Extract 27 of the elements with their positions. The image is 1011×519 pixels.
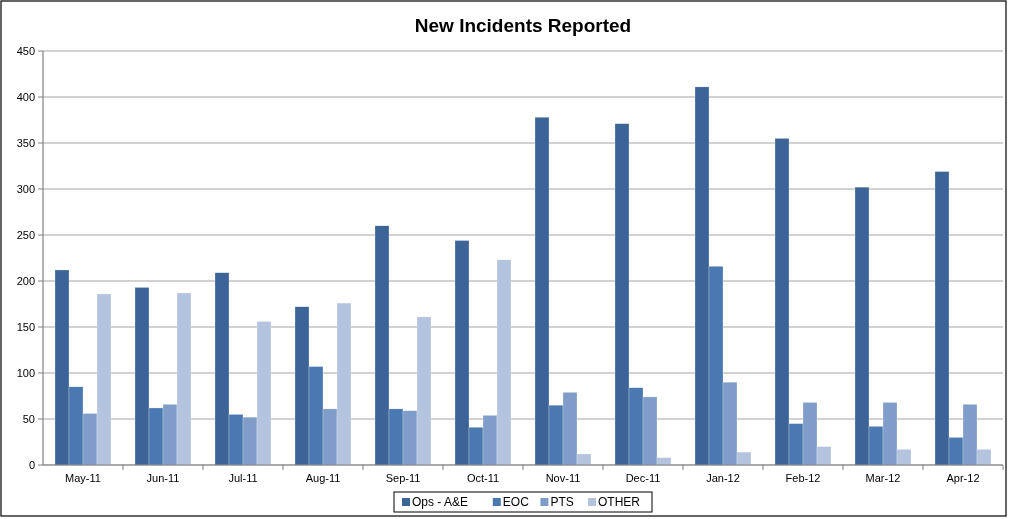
y-tick-label: 450: [16, 44, 35, 57]
x-tick-label: Oct-11: [466, 472, 500, 484]
legend-label: Ops - A&E: [412, 495, 469, 509]
x-tick-label: Apr-12: [946, 472, 980, 484]
y-tick-label: 400: [16, 90, 35, 103]
y-tick-label: 50: [22, 412, 35, 425]
x-tick-label: Jul-11: [228, 472, 258, 484]
x-tick-label: Sep-11: [385, 472, 421, 484]
y-tick-label: 250: [16, 228, 35, 241]
y-tick-label: 200: [16, 274, 35, 287]
y-tick-label: 0: [28, 458, 35, 471]
x-tick-label: Dec-11: [625, 472, 661, 484]
x-tick-label: Jan-12: [706, 472, 740, 484]
x-tick-label: Nov-11: [545, 472, 581, 484]
x-tick-label: Mar-12: [865, 472, 901, 484]
y-tick-label: 350: [16, 136, 35, 149]
legend-label: OTHER: [598, 495, 641, 509]
y-tick-label: 300: [16, 182, 35, 195]
y-tick-label: 150: [16, 320, 35, 333]
x-tick-label: Jun-11: [146, 472, 180, 484]
x-tick-label: Aug-11: [305, 472, 341, 484]
x-tick-label: Feb-12: [785, 472, 821, 484]
chart-title: New Incidents Reported: [414, 15, 632, 36]
y-tick-label: 100: [16, 366, 35, 379]
legend-label: PTS: [550, 495, 574, 509]
legend-label: EOC: [502, 495, 530, 509]
x-tick-label: May-11: [65, 472, 101, 484]
